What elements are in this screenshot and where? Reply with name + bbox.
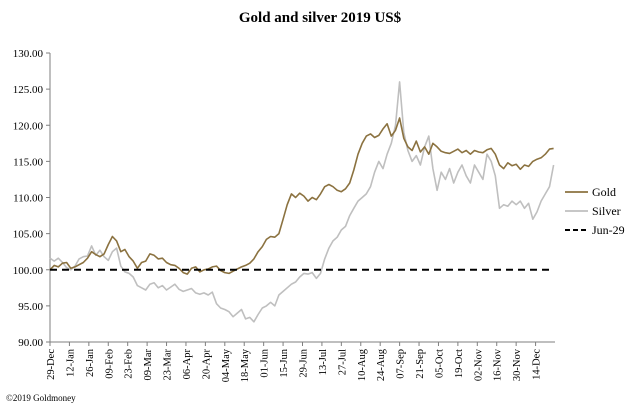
- x-tick-label: 18-May: [240, 348, 251, 382]
- x-tick-label: 20-Apr: [201, 348, 212, 379]
- x-tick-label: 19-Oct: [454, 349, 465, 378]
- legend: Gold Silver Jun-29: [565, 185, 625, 237]
- legend-label-silver: Silver: [592, 204, 621, 218]
- x-tick-label: 14-Dec: [532, 349, 543, 380]
- x-tick-label: 09-Mar: [143, 349, 154, 381]
- legend-label-gold: Gold: [592, 185, 616, 199]
- x-tick-label: 09-Feb: [104, 349, 115, 379]
- x-tick-label: 23-Mar: [163, 349, 174, 381]
- y-tick-label: 100.00: [13, 265, 44, 277]
- x-tick-label: 23-Feb: [124, 349, 135, 379]
- series-line-gold: [49, 117, 554, 275]
- y-tick-label: 125.00: [13, 84, 44, 96]
- x-tick-label: 06-Apr: [182, 348, 193, 379]
- x-tick-label: 05-Oct: [434, 349, 445, 378]
- y-tick-label: 130.00: [13, 48, 44, 60]
- x-tick-label: 26-Jan: [85, 348, 96, 377]
- copyright-credit: ©2019 Goldmoney: [6, 393, 76, 403]
- legend-label-jun-29: Jun-29: [592, 223, 625, 237]
- y-tick-label: 105.00: [13, 229, 44, 241]
- y-tick-label: 120.00: [13, 120, 44, 132]
- y-axis: 90.00 95.00 100.00 105.00 110.00 115.00 120.00…: [13, 48, 51, 349]
- x-tick-label: 01-Jun: [260, 348, 271, 377]
- y-tick-label: 90.00: [18, 337, 43, 349]
- x-tick-label: 27-Jul: [337, 349, 348, 375]
- x-tick-label: 21-Sep: [415, 349, 426, 379]
- y-tick-label: 95.00: [18, 301, 43, 313]
- x-tick-label: 04-May: [221, 348, 232, 382]
- x-axis: 29-Dec 12-Jan 26-Jan 09-Feb 23-Feb 09-Mar 23-M…: [46, 341, 555, 382]
- x-tick-label: 13-Jul: [318, 349, 329, 375]
- x-tick-label: 12-Jan: [65, 348, 76, 377]
- x-tick-label: 29-Dec: [46, 349, 57, 380]
- series-line-silver: [49, 81, 555, 323]
- y-tick-label: 110.00: [13, 193, 43, 205]
- x-tick-label: 30-Nov: [512, 348, 523, 381]
- chart-title: Gold and silver 2019 US$: [239, 10, 402, 26]
- plot-area: [49, 81, 555, 323]
- x-tick-label: 10-Aug: [357, 348, 368, 381]
- x-tick-label: 16-Nov: [493, 348, 504, 381]
- x-tick-label: 15-Jun: [279, 348, 290, 377]
- x-tick-label: 07-Sep: [396, 349, 407, 379]
- x-tick-label: 29-Jun: [299, 348, 310, 377]
- y-tick-label: 115.00: [13, 156, 43, 168]
- x-tick-label: 02-Nov: [473, 348, 484, 381]
- x-tick-label: 24-Aug: [376, 348, 387, 381]
